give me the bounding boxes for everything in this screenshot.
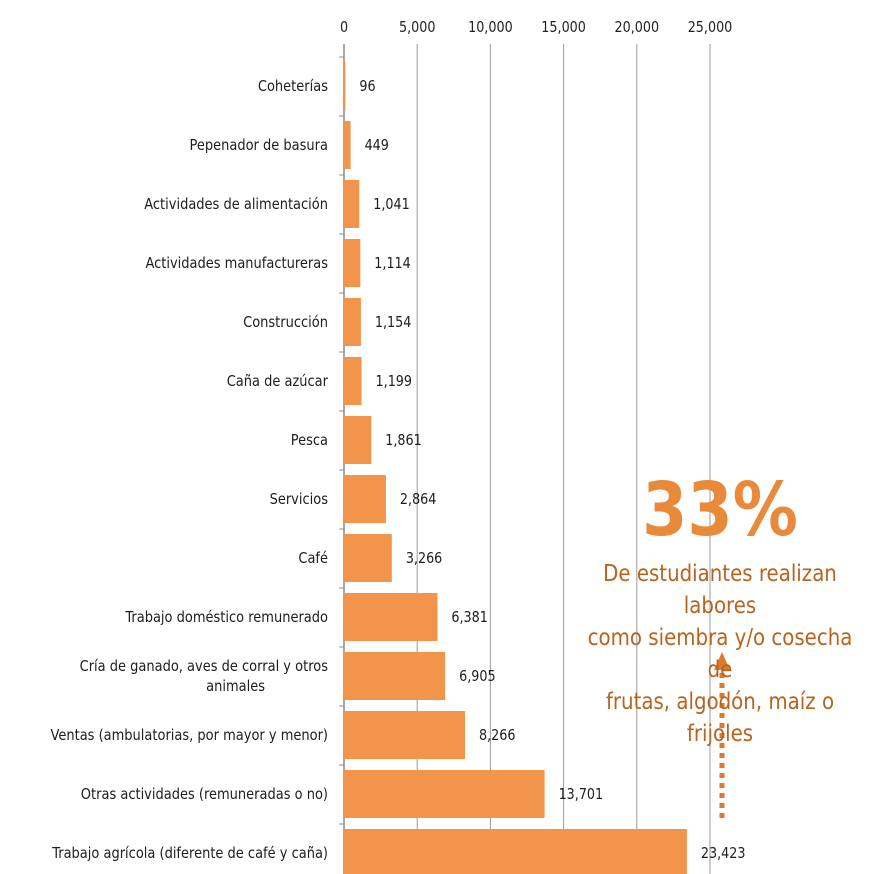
- bar: [344, 180, 360, 228]
- bar: [344, 770, 545, 818]
- value-label: 96: [359, 78, 375, 95]
- value-label: 1,041: [373, 196, 409, 213]
- category-label: Cría de ganado, aves de corral y otros an…: [80, 658, 328, 695]
- bar: [344, 534, 392, 582]
- bar: [344, 475, 386, 523]
- value-label: 3,266: [406, 550, 442, 567]
- callout-line-1: De estudiantes realizan labores: [603, 561, 837, 619]
- value-label: 6,381: [451, 609, 487, 626]
- callout-line-2: como siembra y/o cosecha de: [587, 625, 853, 683]
- bar: [344, 652, 446, 700]
- category-label: Construcción: [243, 314, 328, 331]
- category-label: Trabajo doméstico remunerado: [124, 609, 328, 626]
- x-tick-label: 20,000: [615, 19, 660, 36]
- value-label: 13,701: [559, 786, 604, 803]
- x-tick-label: 10,000: [468, 19, 513, 36]
- value-label: 1,114: [374, 255, 411, 272]
- bar: [344, 62, 346, 110]
- category-label: Actividades manufactureras: [145, 255, 328, 272]
- category-label: Trabajo agrícola (diferente de café y ca…: [51, 845, 328, 862]
- x-tick-label: 15,000: [541, 19, 586, 36]
- value-label: 8,266: [479, 727, 515, 744]
- x-tick-label: 5,000: [399, 19, 435, 36]
- category-label: Servicios: [270, 491, 328, 508]
- bar: [344, 121, 351, 169]
- callout-line-3: frutas, algodón, maíz o frijoles: [605, 689, 835, 747]
- value-label: 1,199: [376, 373, 412, 390]
- arrow-head-icon: [714, 652, 730, 670]
- bar: [344, 357, 362, 405]
- category-label: Otras actividades (remuneradas o no): [81, 786, 328, 803]
- bar: [344, 711, 466, 759]
- category-label: Coheterías: [258, 78, 328, 95]
- bar: [344, 593, 438, 641]
- bar: [344, 829, 687, 874]
- bar: [344, 416, 372, 464]
- value-label: 1,861: [385, 432, 421, 449]
- callout-percent: 33%: [642, 467, 798, 553]
- category-label: Caña de azúcar: [227, 373, 328, 390]
- bar: [344, 298, 361, 346]
- callout: 33% De estudiantes realizan labores como…: [550, 462, 882, 750]
- value-label: 449: [365, 137, 389, 154]
- bar: [344, 239, 361, 287]
- value-label: 23,423: [701, 845, 746, 862]
- value-label: 1,154: [375, 314, 412, 331]
- category-label: Actividades de alimentación: [144, 196, 328, 213]
- value-label: 2,864: [400, 491, 437, 508]
- category-label: Ventas (ambulatorias, por mayor y menor): [50, 727, 328, 744]
- value-label: 6,905: [459, 668, 495, 685]
- category-label: Café: [298, 550, 328, 567]
- x-tick-label: 25,000: [688, 19, 733, 36]
- category-label: Pesca: [291, 432, 328, 449]
- category-label: Pepenador de basura: [190, 137, 328, 154]
- x-tick-label: 0: [340, 19, 348, 36]
